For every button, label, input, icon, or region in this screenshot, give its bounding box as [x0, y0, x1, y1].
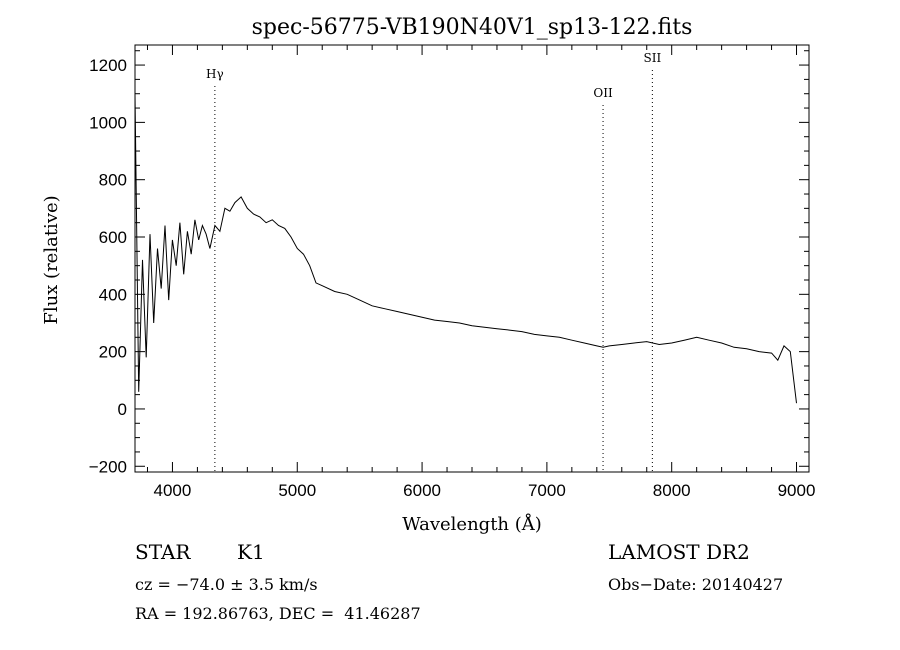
- survey-name: LAMOST DR2: [608, 540, 750, 564]
- x-tick-label: 6000: [403, 481, 441, 500]
- x-tick-label: 4000: [154, 481, 192, 500]
- observation-date: Obs−Date: 20140427: [608, 575, 784, 594]
- x-tick-label: 8000: [653, 481, 691, 500]
- object-subclass: K1: [237, 540, 265, 564]
- y-tick-label: 400: [99, 285, 127, 304]
- line-marker-label: SII: [644, 51, 662, 65]
- plot-frame: [134, 44, 810, 473]
- y-tick-label: 0: [118, 400, 127, 419]
- line-marker-label: Hγ: [206, 67, 224, 81]
- x-tick-label: 7000: [528, 481, 566, 500]
- y-axis-label: Flux (relative): [41, 195, 62, 324]
- y-tick-label: 600: [99, 228, 127, 247]
- y-tick-label: 200: [99, 343, 127, 362]
- y-tick-label: 1000: [89, 113, 127, 132]
- spectrum-line: [134, 93, 797, 404]
- chart-title: spec-56775-VB190N40V1_sp13-122.fits: [252, 15, 693, 40]
- x-tick-label: 9000: [778, 481, 816, 500]
- axis-ticks: 4000 5000 6000 7000 8000 9000 −200 0 200 400 600 80…: [89, 45, 816, 500]
- x-axis-label: Wavelength (Å): [402, 513, 542, 535]
- spectrum-series: [134, 93, 797, 404]
- emission-line-markers: Hγ OII SII: [206, 51, 661, 472]
- x-tick-label: 5000: [278, 481, 316, 500]
- y-tick-label: 800: [99, 171, 127, 190]
- line-marker-label: OII: [593, 86, 613, 100]
- y-tick-label: 1200: [89, 56, 127, 75]
- coordinates: RA = 192.86763, DEC = 41.46287: [135, 604, 421, 623]
- object-class: STAR: [135, 540, 191, 564]
- y-tick-label: −200: [89, 457, 127, 476]
- redshift-info: cz = −74.0 ± 3.5 km/s: [135, 575, 318, 594]
